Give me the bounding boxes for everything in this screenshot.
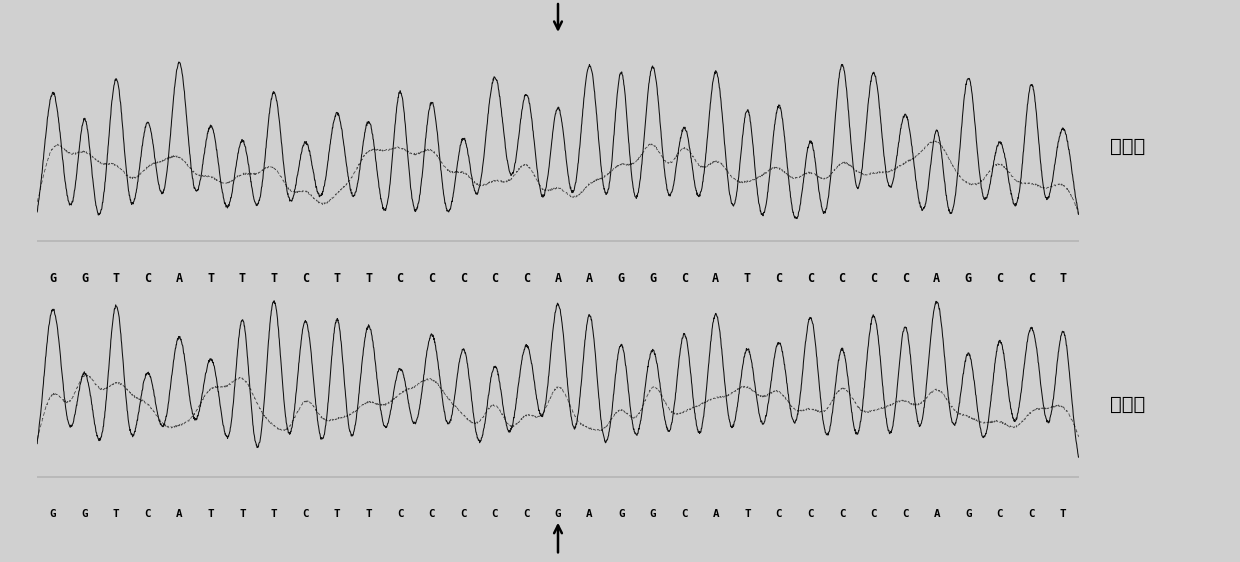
Text: C: C [523,271,529,285]
Text: C: C [681,271,688,285]
Text: C: C [838,509,846,519]
Text: A: A [712,271,719,285]
Text: C: C [491,271,498,285]
Text: G: G [81,271,88,285]
Text: C: C [397,509,403,519]
Text: T: T [113,271,120,285]
Text: T: T [207,509,215,519]
Text: C: C [901,509,909,519]
Text: T: T [113,509,119,519]
Text: C: C [996,271,1003,285]
Text: T: T [239,509,246,519]
Text: 野生型: 野生型 [1110,137,1145,156]
Text: C: C [303,509,309,519]
Text: G: G [50,509,56,519]
Text: G: G [650,509,656,519]
Text: C: C [460,271,467,285]
Text: C: C [838,271,846,285]
Text: C: C [870,509,877,519]
Text: T: T [744,509,750,519]
Text: 突变型: 突变型 [1110,395,1145,414]
Text: C: C [901,271,909,285]
Text: G: G [649,271,656,285]
Text: C: C [807,271,815,285]
Text: G: G [618,509,625,519]
Text: G: G [82,509,88,519]
Text: T: T [334,271,341,285]
Text: C: C [997,509,1003,519]
Text: T: T [239,271,246,285]
Text: C: C [460,509,466,519]
Text: G: G [50,271,57,285]
Text: A: A [934,271,940,285]
Text: C: C [428,271,435,285]
Text: C: C [429,509,435,519]
Text: A: A [587,509,593,519]
Text: T: T [334,509,340,519]
Text: T: T [1059,271,1066,285]
Text: C: C [807,509,813,519]
Text: T: T [366,509,372,519]
Text: T: T [365,271,372,285]
Text: T: T [1060,509,1066,519]
Text: A: A [713,509,719,519]
Text: T: T [207,271,215,285]
Text: G: G [618,271,625,285]
Text: C: C [523,509,529,519]
Text: C: C [1028,509,1034,519]
Text: C: C [1028,271,1035,285]
Text: C: C [397,271,404,285]
Text: C: C [776,509,782,519]
Text: C: C [491,509,498,519]
Text: A: A [554,271,562,285]
Text: A: A [176,271,182,285]
Text: A: A [934,509,940,519]
Text: G: G [554,509,562,519]
Text: A: A [176,509,182,519]
Text: C: C [144,509,151,519]
Text: G: G [965,509,972,519]
Text: A: A [587,271,593,285]
Text: C: C [681,509,687,519]
Text: C: C [144,271,151,285]
Text: T: T [270,271,278,285]
Text: G: G [965,271,972,285]
Text: C: C [301,271,309,285]
Text: T: T [270,509,278,519]
Text: T: T [744,271,751,285]
Text: C: C [775,271,782,285]
Text: C: C [870,271,877,285]
